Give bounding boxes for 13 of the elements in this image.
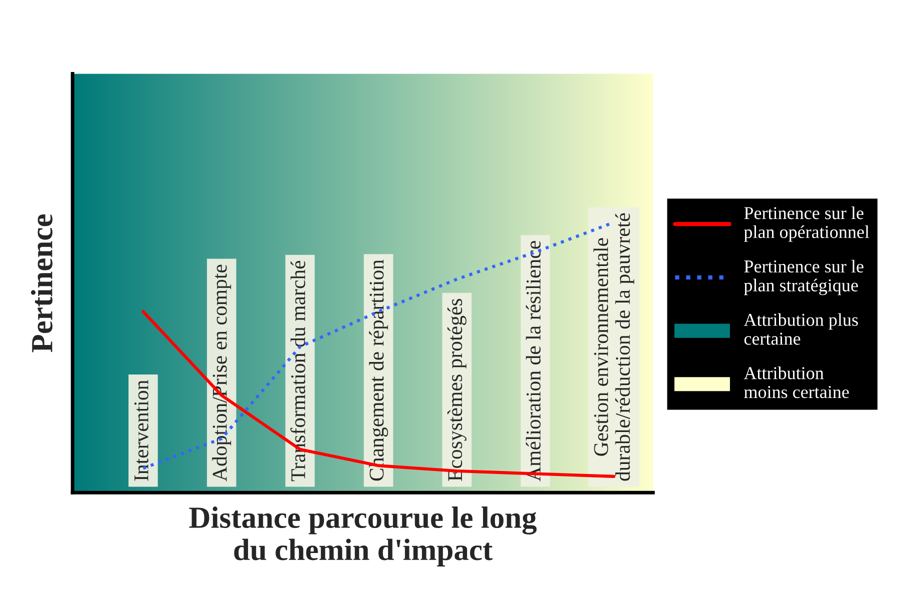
x-tick-label: Amélioration de la résilience (526, 241, 541, 482)
legend-label: Pertinence sur le plan stratégique (744, 260, 864, 296)
text: Attribution plus certaine (744, 313, 858, 345)
x-tick-label: Changement de répartition (369, 260, 388, 481)
x-axis-title: Distance parcourue le long du chemin d'impact (189, 506, 537, 566)
y-axis-title: Pertinence (30, 214, 52, 352)
text: Attribution moins certaine (744, 366, 849, 398)
x-tick-label: Adoption/Prise en compte (212, 264, 232, 482)
x-tick-label: Transformation du marché (290, 260, 306, 482)
legend-label: Pertinence sur le plan opérationnel (744, 206, 870, 242)
x-tick-label: Gestion environnementale durable/réduction de la pauvreté (593, 213, 634, 481)
x-tick-label: Intervention (134, 380, 148, 481)
x-tick-label: Ecosystèmes protégés (447, 298, 466, 481)
